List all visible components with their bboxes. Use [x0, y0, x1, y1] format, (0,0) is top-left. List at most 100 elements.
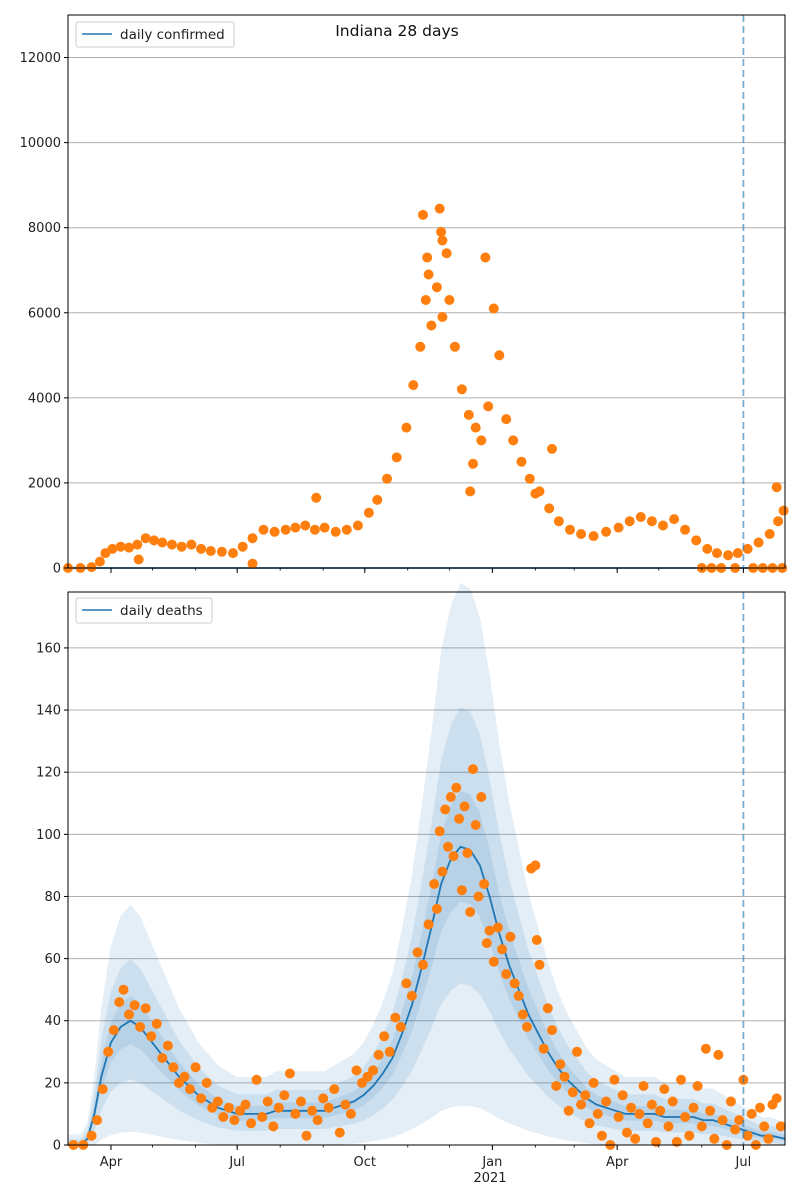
deaths-data-point [572, 1046, 582, 1057]
deaths-data-point [775, 1121, 786, 1132]
confirmed-data-point [576, 529, 587, 539]
deaths-data-point [655, 1105, 666, 1116]
confirmed-data-point [465, 486, 476, 497]
deaths-data-point [576, 1099, 587, 1110]
deaths-data-point [725, 1096, 736, 1107]
deaths-data-point [465, 907, 476, 917]
deaths-data-point [459, 801, 470, 812]
deaths-legend-box [75, 597, 213, 624]
deaths-data-point [476, 792, 487, 802]
deaths-data-point [429, 879, 440, 889]
deaths-data-point [709, 1133, 720, 1144]
confirmed-data-point [418, 209, 428, 220]
deaths-data-point [684, 1130, 695, 1141]
deaths-data-point [473, 891, 484, 902]
deaths-data-point [445, 792, 456, 802]
confirmed-data-point [658, 520, 668, 531]
deaths-data-point [730, 1124, 741, 1135]
confirmed-data-point [501, 414, 512, 425]
deaths-data-point [468, 764, 478, 775]
deaths-data-point [559, 1071, 570, 1082]
confirmed-legend-label: daily confirmed [120, 27, 225, 43]
confirmed-data-point [363, 507, 374, 518]
deaths-data-point [617, 1090, 628, 1101]
confirmed-data-point [771, 482, 782, 493]
deaths-data-point [484, 925, 495, 936]
deaths-y-tick-label: 140 [36, 704, 61, 719]
deaths-data-point [513, 990, 524, 1001]
deaths-data-point [651, 1136, 661, 1147]
confirmed-data-point [401, 422, 412, 433]
confirmed-data-point [247, 558, 258, 569]
deaths-data-point [692, 1081, 703, 1091]
deaths-data-point [522, 1021, 532, 1032]
confirmed-data-point [437, 312, 448, 322]
confirmed-data-point [422, 252, 433, 263]
confirmed-data-point [176, 541, 187, 552]
deaths-data-point [763, 1133, 774, 1144]
confirmed-data-point [107, 543, 118, 554]
deaths-data-point [412, 947, 423, 958]
deaths-data-point [307, 1105, 318, 1116]
deaths-y-tick-label: 100 [36, 828, 61, 843]
confirmed-data-point [258, 524, 269, 535]
confirmed-data-point [691, 535, 702, 546]
confirmed-y-tick-label: 12000 [20, 51, 61, 66]
deaths-data-point [659, 1084, 670, 1095]
deaths-data-point [481, 938, 492, 949]
confirmed-data-point [341, 524, 352, 535]
confirmed-data-point [319, 522, 330, 533]
deaths-y-tick-label: 80 [44, 890, 61, 905]
deaths-data-point [621, 1127, 632, 1138]
confirmed-data-point [524, 473, 535, 484]
confirmed-panel: 0 2000 4000 6000 8000 10000 12000 Indiana 28 d… [20, 14, 789, 577]
deaths-data-point [688, 1102, 699, 1113]
deaths-data-point [373, 1049, 384, 1060]
deaths-data-point [279, 1090, 290, 1101]
deaths-panel: 0 20 40 60 80 100 120 140 160 Apr Jul Oct Jan Apr Jul… [36, 582, 786, 1186]
confirmed-data-point [372, 494, 383, 505]
deaths-data-point [746, 1108, 757, 1119]
deaths-data-point [567, 1087, 578, 1098]
confirmed-data-point [330, 526, 341, 537]
deaths-data-point [630, 1133, 641, 1144]
confirmed-data-point [588, 531, 599, 542]
deaths-data-point [251, 1074, 262, 1085]
confirmed-data-point [773, 516, 784, 527]
deaths-data-point [501, 969, 512, 980]
confirmed-data-point [247, 533, 258, 544]
deaths-x-tick-label: Oct [354, 1155, 376, 1170]
deaths-data-point [534, 959, 545, 970]
confirmed-data-point [300, 520, 311, 531]
deaths-data-point [530, 860, 541, 871]
deaths-data-point [700, 1043, 711, 1054]
deaths-data-point [456, 885, 467, 896]
confirmed-data-point [463, 409, 474, 420]
deaths-data-point [201, 1077, 212, 1088]
deaths-data-point [755, 1102, 765, 1113]
confirmed-data-point [309, 524, 320, 535]
confirmed-data-point [205, 546, 216, 556]
confirmed-data-point [494, 350, 505, 361]
deaths-x-ticks: Apr Jul Oct Jan Apr Jul [100, 1145, 751, 1170]
confirmed-data-point [436, 226, 447, 237]
confirmed-data-point [133, 554, 144, 565]
confirmed-data-point [124, 542, 134, 553]
confirmed-data-point [132, 539, 143, 550]
confirmed-legend: daily confirmed [75, 21, 235, 48]
deaths-data-point [290, 1108, 301, 1119]
confirmed-data-point [544, 503, 555, 514]
confirmed-data-point [228, 548, 238, 559]
deaths-legend-label: daily deaths [120, 603, 203, 619]
confirmed-data-point [669, 514, 680, 525]
confirmed-y-tick-label: 8000 [28, 221, 61, 236]
confirmed-data-point [680, 524, 691, 535]
confirmed-y-tick-label: 10000 [20, 136, 61, 151]
confirmed-data-point [742, 543, 753, 554]
deaths-data-point [443, 841, 453, 852]
confirmed-data-point [157, 537, 168, 548]
confirmed-data-point [553, 516, 564, 527]
confirmed-data-point [352, 520, 363, 531]
